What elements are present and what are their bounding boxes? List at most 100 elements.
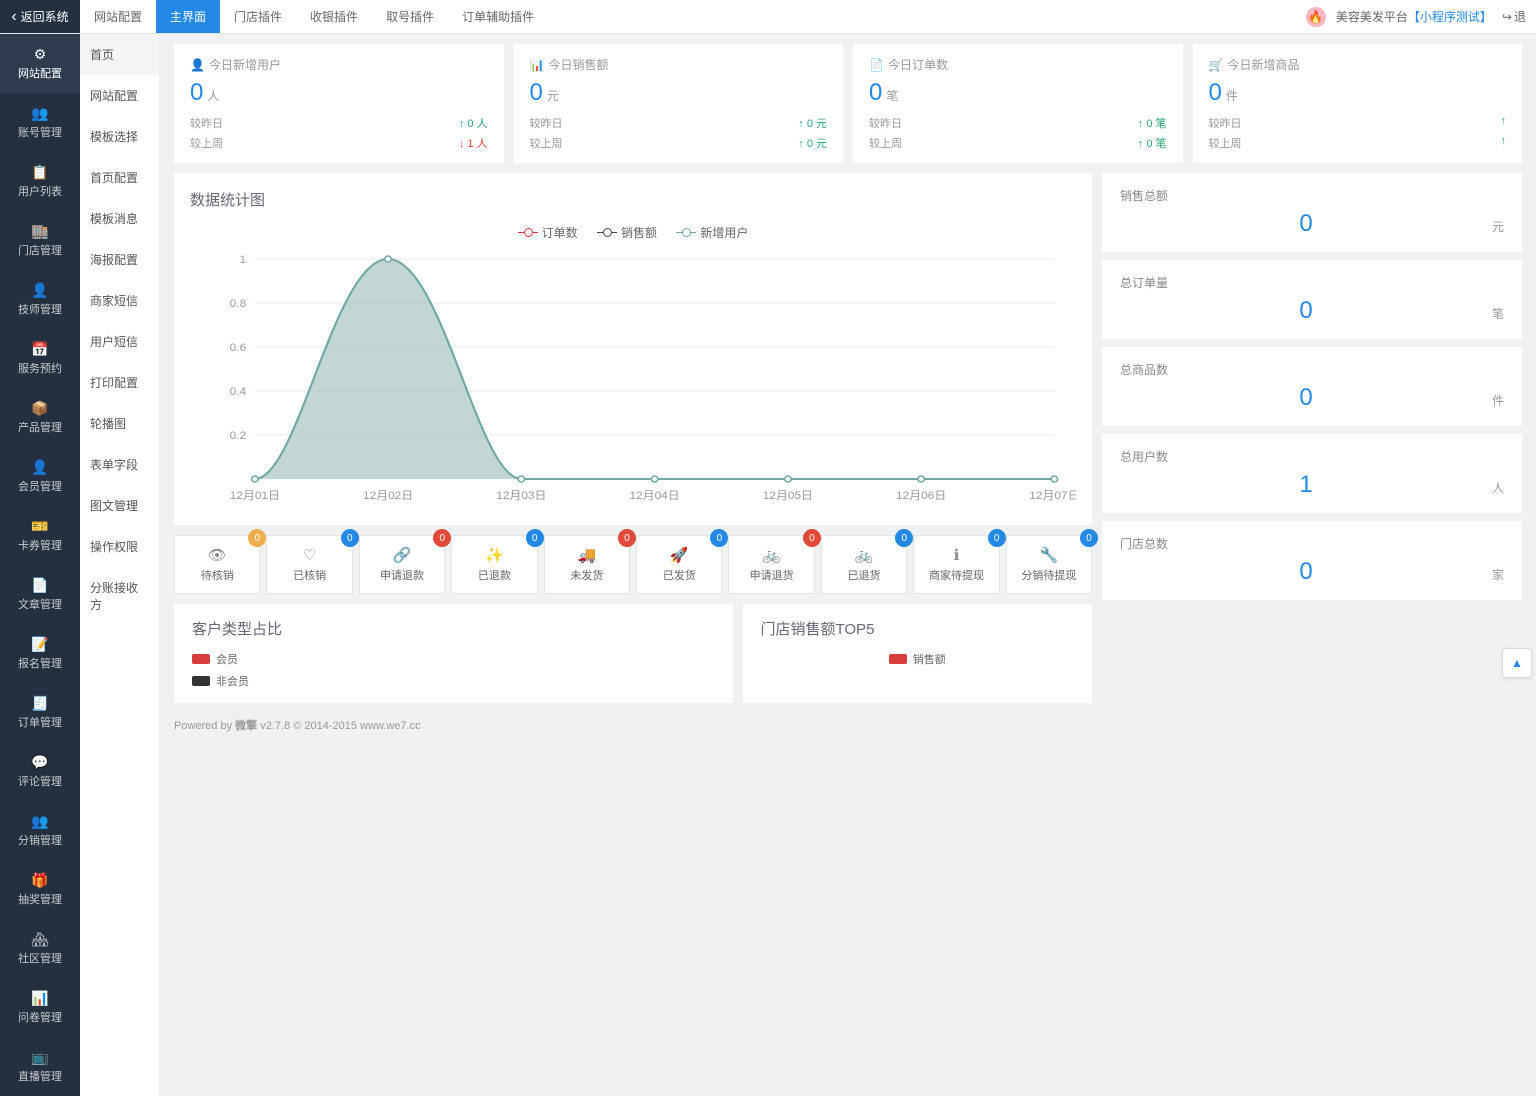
sidebar-light-item-11[interactable]: 图文管理 <box>80 485 159 526</box>
sidebar-light-item-13[interactable]: 分账接收方 <box>80 567 159 625</box>
sidebar-light-item-3[interactable]: 首页配置 <box>80 157 159 198</box>
sidebar-icon: 👤 <box>4 282 76 299</box>
nav-tab-1[interactable]: 主界面 <box>156 0 220 33</box>
top5-legend[interactable]: 销售额 <box>761 651 1075 667</box>
nav-tab-0[interactable]: 网站配置 <box>80 0 156 33</box>
legend-orders[interactable]: 订单数 <box>518 224 578 241</box>
stat-card-0: 👤今日新增用户0人较昨日0 人较上周1 人 <box>174 44 504 163</box>
status-button-5[interactable]: 0🚀已发货 <box>636 535 722 594</box>
nav-tab-3[interactable]: 收银插件 <box>296 0 372 33</box>
store-top5-panel: 门店销售额TOP5 销售额 <box>743 604 1093 703</box>
top-nav: 返回系统 网站配置主界面门店插件收银插件取号插件订单辅助插件 🔥 美容美发平台【… <box>0 0 1536 34</box>
sidebar-icon: 🎫 <box>4 518 76 535</box>
sidebar-dark-item-10[interactable]: 📝报名管理 <box>0 624 80 683</box>
sidebar-light-item-6[interactable]: 商家短信 <box>80 280 159 321</box>
sidebar-light-item-8[interactable]: 打印配置 <box>80 362 159 403</box>
stat-card-3: 🛒今日新增商品0件较昨日较上周 <box>1193 44 1523 163</box>
status-button-1[interactable]: 0♡已核销 <box>266 535 352 594</box>
nav-tabs: 网站配置主界面门店插件收银插件取号插件订单辅助插件 <box>80 0 548 33</box>
scroll-top-button[interactable]: ▲ <box>1502 648 1532 678</box>
sidebar-light-item-5[interactable]: 海报配置 <box>80 239 159 280</box>
customer-type-panel: 客户类型占比 会员 非会员 <box>174 604 733 703</box>
sidebar-dark-item-11[interactable]: 🧾订单管理 <box>0 683 80 742</box>
back-button[interactable]: 返回系统 <box>0 0 80 33</box>
legend-users[interactable]: 新增用户 <box>676 224 748 241</box>
sidebar-dark-item-13[interactable]: 👥分销管理 <box>0 801 80 860</box>
svg-text:0.8: 0.8 <box>230 298 247 310</box>
svg-text:12月07日: 12月07日 <box>1029 490 1076 502</box>
brand-icon: 🔥 <box>1306 7 1326 27</box>
total-card-3: 总用户数1人 <box>1102 434 1522 513</box>
logout-button[interactable]: 退 <box>1502 8 1526 25</box>
totals-column: 销售总额0元总订单量0笔总商品数0件总用户数1人门店总数0家 <box>1102 173 1522 739</box>
chart-legend: 订单数 销售额 新增用户 <box>190 222 1076 241</box>
sidebar-icon: 📝 <box>4 636 76 653</box>
sidebar-icon: 📦 <box>4 400 76 417</box>
svg-text:12月05日: 12月05日 <box>763 490 813 502</box>
customer-type-title: 客户类型占比 <box>192 618 715 639</box>
nav-tab-4[interactable]: 取号插件 <box>372 0 448 33</box>
sidebar-icon: 🎁 <box>4 872 76 889</box>
sidebar-dark-item-2[interactable]: 📋用户列表 <box>0 152 80 211</box>
sidebar-icon: 👥 <box>4 105 76 122</box>
sidebar-dark-item-7[interactable]: 👤会员管理 <box>0 447 80 506</box>
pie-legend-member[interactable]: 会员 <box>192 651 715 667</box>
sidebar-light-item-9[interactable]: 轮播图 <box>80 403 159 444</box>
sidebar-icon: 🧾 <box>4 695 76 712</box>
sidebar-dark-item-16[interactable]: 📊问卷管理 <box>0 978 80 1037</box>
sidebar-light-item-2[interactable]: 模板选择 <box>80 116 159 157</box>
svg-text:0.6: 0.6 <box>230 342 247 354</box>
svg-text:12月01日: 12月01日 <box>230 490 280 502</box>
status-button-0[interactable]: 0👁待核销 <box>174 535 260 594</box>
status-button-9[interactable]: 0🔧分销待提现 <box>1006 535 1092 594</box>
sidebar-dark-item-0[interactable]: ⚙网站配置 <box>0 34 80 93</box>
sidebar-dark-item-5[interactable]: 📅服务预约 <box>0 329 80 388</box>
sidebar-icon: 📅 <box>4 341 76 358</box>
status-button-6[interactable]: 0🚲申请退货 <box>728 535 814 594</box>
nav-tab-2[interactable]: 门店插件 <box>220 0 296 33</box>
sidebar-dark-item-6[interactable]: 📦产品管理 <box>0 388 80 447</box>
status-button-8[interactable]: 0ℹ商家待提现 <box>913 535 999 594</box>
svg-text:12月04日: 12月04日 <box>630 490 680 502</box>
footer: Powered by 微擎 v2.7.8 © 2014-2015 www.we7… <box>174 711 1092 739</box>
sidebar-light-item-10[interactable]: 表单字段 <box>80 444 159 485</box>
sidebar-light-item-7[interactable]: 用户短信 <box>80 321 159 362</box>
svg-text:12月03日: 12月03日 <box>496 490 546 502</box>
chart-panel: 数据统计图 订单数 销售额 新增用户 0.20.40.60.8112月01日12… <box>174 173 1092 525</box>
sidebar-light-item-0[interactable]: 首页 <box>80 34 159 75</box>
total-card-2: 总商品数0件 <box>1102 347 1522 426</box>
sidebar-secondary: 首页网站配置模板选择首页配置模板消息海报配置商家短信用户短信打印配置轮播图表单字… <box>80 34 160 1096</box>
sidebar-light-item-12[interactable]: 操作权限 <box>80 526 159 567</box>
chart-area: 0.20.40.60.8112月01日12月02日12月03日12月04日12月… <box>190 249 1076 509</box>
chart-title: 数据统计图 <box>190 189 1076 210</box>
total-card-4: 门店总数0家 <box>1102 521 1522 600</box>
svg-text:0.2: 0.2 <box>230 430 247 442</box>
sidebar-dark-item-8[interactable]: 🎫卡券管理 <box>0 506 80 565</box>
sidebar-light-item-1[interactable]: 网站配置 <box>80 75 159 116</box>
status-button-7[interactable]: 0🚲已退货 <box>821 535 907 594</box>
status-button-4[interactable]: 0🚚未发货 <box>544 535 630 594</box>
sidebar-dark-item-12[interactable]: 💬评论管理 <box>0 742 80 801</box>
sidebar-dark-item-14[interactable]: 🎁抽奖管理 <box>0 860 80 919</box>
sidebar-light-item-4[interactable]: 模板消息 <box>80 198 159 239</box>
sidebar-dark-item-4[interactable]: 👤技师管理 <box>0 270 80 329</box>
nav-tab-5[interactable]: 订单辅助插件 <box>448 0 548 33</box>
sidebar-dark-item-15[interactable]: 🏘社区管理 <box>0 919 80 978</box>
status-row: 0👁待核销0♡已核销0🔗申请退款0✨已退款0🚚未发货0🚀已发货0🚲申请退货0🚲已… <box>174 535 1092 594</box>
svg-text:0.4: 0.4 <box>230 386 247 398</box>
stat-card-1: 📊今日销售额0元较昨日0 元较上周0 元 <box>514 44 844 163</box>
main-content: 👤今日新增用户0人较昨日0 人较上周1 人📊今日销售额0元较昨日0 元较上周0 … <box>160 34 1536 1096</box>
status-button-2[interactable]: 0🔗申请退款 <box>359 535 445 594</box>
legend-sales[interactable]: 销售额 <box>597 224 657 241</box>
sidebar-dark-item-1[interactable]: 👥账号管理 <box>0 93 80 152</box>
total-card-1: 总订单量0笔 <box>1102 260 1522 339</box>
sidebar-icon: 🏘 <box>4 931 76 948</box>
total-card-0: 销售总额0元 <box>1102 173 1522 252</box>
sidebar-dark-item-9[interactable]: 📄文章管理 <box>0 565 80 624</box>
sidebar-primary: ⚙网站配置👥账号管理📋用户列表🏬门店管理👤技师管理📅服务预约📦产品管理👤会员管理… <box>0 34 80 1096</box>
stat-card-2: 📄今日订单数0笔较昨日0 笔较上周0 笔 <box>853 44 1183 163</box>
status-button-3[interactable]: 0✨已退款 <box>451 535 537 594</box>
sidebar-dark-item-3[interactable]: 🏬门店管理 <box>0 211 80 270</box>
pie-legend-nonmember[interactable]: 非会员 <box>192 673 715 689</box>
sidebar-dark-item-17[interactable]: 📺直播管理 <box>0 1037 80 1096</box>
